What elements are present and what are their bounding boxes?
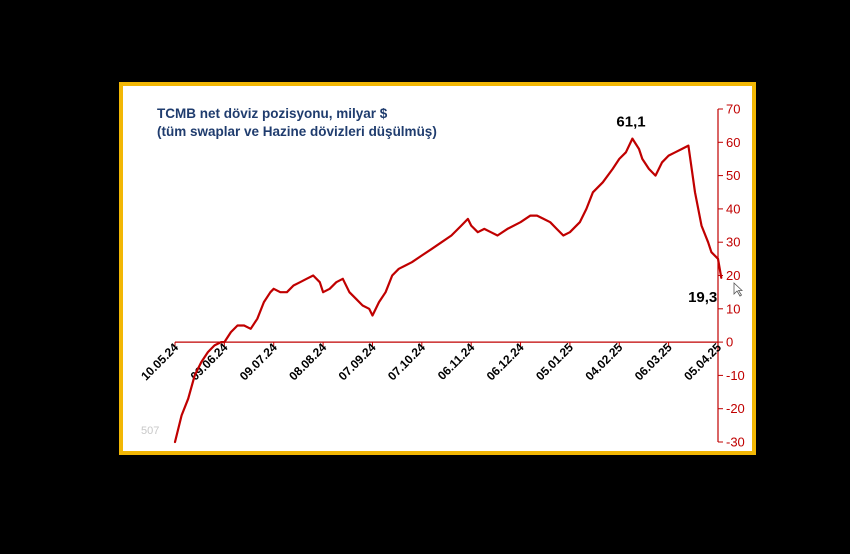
- x-tick-label: 04.02.25: [582, 340, 625, 383]
- x-tick-label: 09.07.24: [237, 340, 280, 383]
- y-axis: 70 60 50 40 30 20 10 0 -10 -20 -30: [717, 102, 745, 450]
- y-tick-label: -30: [726, 435, 745, 450]
- data-label: 61,1: [616, 114, 645, 131]
- x-tick-label: 06.11.24: [435, 340, 478, 383]
- y-tick-label: 40: [726, 201, 740, 216]
- annotation-layer: 61,1 19,3: [616, 114, 717, 306]
- y-tick-label: 20: [726, 268, 740, 283]
- x-axis: 10.05.24 09.06.24 09.07.24 08.08.24 07.09.24…: [138, 340, 724, 383]
- chart-title: TCMB net döviz pozisyonu, milyar $: [157, 106, 388, 121]
- y-tick-label: -10: [726, 368, 745, 383]
- x-tick-label: 05.01.25: [533, 340, 576, 383]
- y-tick-label: -20: [726, 401, 745, 416]
- x-tick-label: 07.10.24: [385, 340, 428, 383]
- x-tick-label: 07.09.24: [336, 340, 379, 383]
- watermark-text: 507: [141, 425, 159, 437]
- series-layer: [173, 137, 723, 444]
- x-tick-label: 06.12.24: [484, 340, 527, 383]
- chart-frame: TCMB net döviz pozisyonu, milyar $ (tüm …: [119, 82, 756, 455]
- line-chart: TCMB net döviz pozisyonu, milyar $ (tüm …: [138, 102, 745, 450]
- y-tick-label: 10: [726, 301, 740, 316]
- series-line: [173, 137, 723, 444]
- y-tick-label: 50: [726, 168, 740, 183]
- mouse-cursor-icon: [733, 282, 744, 297]
- x-tick-label: 10.05.24: [138, 340, 181, 383]
- chart-subtitle: (tüm swaplar ve Hazine dövizleri düşülmü…: [157, 124, 437, 139]
- x-tick-label: 08.08.24: [286, 340, 329, 383]
- y-tick-label: 0: [726, 335, 733, 350]
- x-tick-label: 06.03.25: [632, 340, 675, 383]
- y-tick-label: 70: [726, 102, 740, 117]
- y-tick-label: 60: [726, 135, 740, 150]
- y-tick-label: 30: [726, 235, 740, 250]
- data-label: 19,3: [688, 289, 717, 306]
